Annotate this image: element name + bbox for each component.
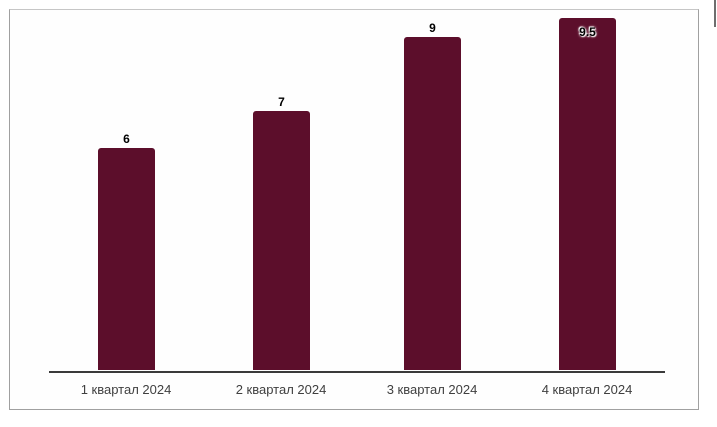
x-axis-tick-label-q3: 3 квартал 2024 bbox=[386, 382, 478, 397]
bar-q3: 9 bbox=[404, 21, 461, 370]
x-axis-tick-label-q1: 1 квартал 2024 bbox=[80, 382, 172, 397]
bar-value-label-q1: 6 bbox=[123, 132, 130, 146]
bar-q4: 9.5 bbox=[559, 18, 616, 370]
bar-q2: 7 bbox=[253, 95, 310, 370]
bar-value-label-q3: 9 bbox=[429, 21, 436, 35]
bar-value-label-q4: 9.5 bbox=[579, 25, 596, 39]
screen-edge-line bbox=[714, 0, 716, 27]
bar-q1: 6 bbox=[98, 132, 155, 370]
x-axis-line bbox=[49, 371, 665, 373]
x-axis-tick-label-q4: 4 квартал 2024 bbox=[541, 382, 633, 397]
bar-value-label-q2: 7 bbox=[278, 95, 285, 109]
chart-frame: 6 7 9 9.5 1 квартал 2024 2 квартал 2024 … bbox=[9, 9, 699, 410]
x-axis-tick-label-q2: 2 квартал 2024 bbox=[235, 382, 327, 397]
